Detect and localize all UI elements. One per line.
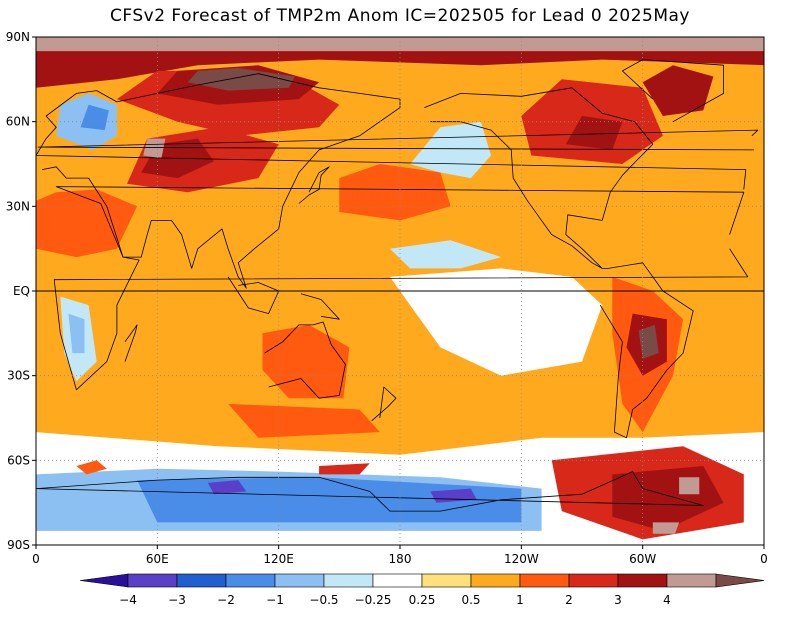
colorbar-label: −0.5 (309, 593, 338, 607)
colorbar-bin (274, 573, 325, 588)
coastline (371, 386, 397, 422)
lon-tick-label: 0 (760, 552, 768, 566)
coastline (36, 471, 704, 512)
lat-tick-label: 30N (6, 199, 30, 213)
coastline (300, 293, 340, 320)
coastline (622, 59, 724, 123)
anomaly-region-canada-dark (565, 116, 623, 150)
lat-tick-label: 90S (7, 538, 30, 552)
colorbar-label: −4 (119, 593, 137, 607)
colorbar-bin (568, 573, 619, 588)
colorbar-bin (617, 573, 668, 588)
coastline (37, 129, 759, 151)
coastline (424, 87, 654, 269)
coastline (599, 262, 694, 439)
colorbar-bin (176, 573, 227, 588)
anomaly-region-sat-red-band (76, 460, 107, 475)
lat-tick-label: 90N (6, 30, 30, 44)
colorbar-bin (470, 573, 521, 588)
colorbar-label: 1 (516, 593, 524, 607)
anomaly-region-arctic-strip (36, 37, 764, 52)
anomaly-region-weddell-brown2 (652, 522, 680, 534)
colorbar-low-arrow (79, 573, 129, 588)
colorbar-label: −3 (168, 593, 186, 607)
anomaly-region-samerica-brown (638, 324, 659, 359)
colorbar-label: 2 (565, 593, 573, 607)
anomaly-region-eqpac-blue (389, 240, 502, 269)
anomaly-region-africa-north-red (36, 189, 138, 258)
coastline (227, 276, 280, 315)
lon-tick-label: 60W (629, 552, 656, 566)
coastline (36, 73, 747, 289)
anomaly-region-tasman-red (319, 463, 370, 475)
colorbar-label: −0.25 (355, 593, 392, 607)
colorbar-bin (666, 573, 717, 588)
anomaly-region-mongolia-brown (143, 138, 166, 159)
coastline (124, 324, 138, 362)
coastline (298, 166, 330, 204)
lat-tick-label: EQ (13, 284, 30, 298)
coastline (53, 186, 749, 391)
anomaly-region-europe-blue-core (80, 104, 109, 131)
colorbar-label: 4 (663, 593, 671, 607)
colorbar-bin (421, 573, 472, 588)
anomaly-region-australia-red (262, 324, 350, 399)
lat-tick-label: 60S (7, 453, 30, 467)
lon-tick-label: 60E (146, 552, 169, 566)
colorbar-label: −1 (266, 593, 284, 607)
anomaly-region-eqpac-white (389, 268, 603, 376)
lon-tick-label: 180 (389, 552, 412, 566)
colorbar-bin (323, 573, 374, 588)
colorbar-label: 0.25 (409, 593, 436, 607)
colorbar-bin (519, 573, 570, 588)
anomaly-region-antarctic-purple1 (207, 480, 247, 495)
colorbar-label: 3 (614, 593, 622, 607)
colorbar-bin (127, 573, 178, 588)
anomaly-region-africa-blue-core (68, 313, 85, 354)
colorbar-bin (372, 573, 423, 588)
anomaly-region-weddell-brown1 (679, 477, 700, 495)
anomaly-region-pacific-red (339, 164, 451, 221)
anomaly-region-sindian-red (228, 403, 380, 438)
lon-tick-label: 120E (263, 552, 294, 566)
anomaly-region-siberia-brown (187, 68, 295, 91)
colorbar-label: 0.5 (461, 593, 480, 607)
coastline (264, 321, 346, 399)
colorbar-label: −2 (217, 593, 235, 607)
anomaly-region-arctic-red (36, 51, 764, 88)
anomaly-region-greenland-dark (642, 65, 714, 116)
colorbar-bin (225, 573, 276, 588)
colorbar-high-arrow (715, 573, 765, 588)
lat-tick-label: 30S (7, 369, 30, 383)
lat-tick-label: 60N (6, 115, 30, 129)
lon-tick-label: 120W (504, 552, 539, 566)
lon-tick-label: 0 (32, 552, 40, 566)
chart-title: CFSv2 Forecast of TMP2m Anom IC=202505 f… (110, 6, 690, 26)
